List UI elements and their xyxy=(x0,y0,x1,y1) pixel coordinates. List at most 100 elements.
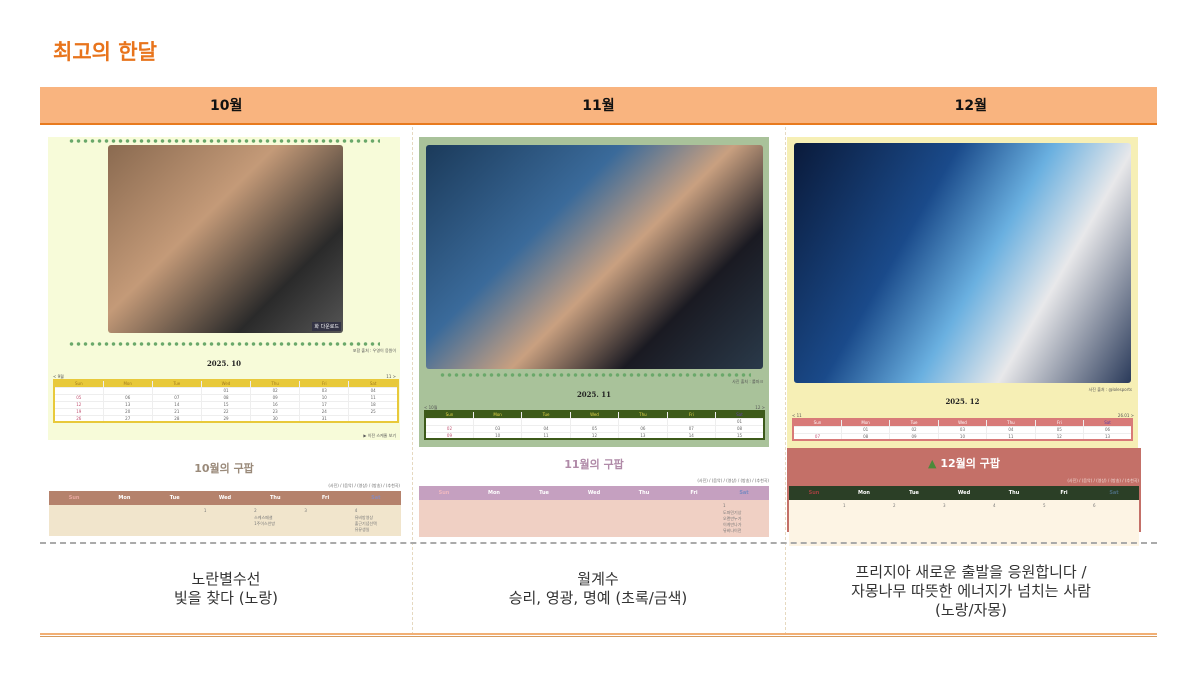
calendar-day[interactable]: 05 xyxy=(53,393,104,402)
calendar-day[interactable]: 04 xyxy=(348,386,399,395)
calendar-day[interactable]: 11 xyxy=(521,431,571,440)
calendar-day[interactable]: 04 xyxy=(521,424,571,433)
calendar-day[interactable]: 01 xyxy=(840,425,891,434)
calendar-day[interactable] xyxy=(618,417,668,426)
calendar-day[interactable]: 07 xyxy=(151,393,202,402)
schedule-day[interactable]: 2 스케스페셜 1주이스안방 xyxy=(250,505,301,536)
calendar-day[interactable]: 31 xyxy=(299,414,350,423)
prev-month-link[interactable]: < 10월 xyxy=(424,405,438,410)
calendar-day[interactable]: 07 xyxy=(666,424,717,433)
calendar-day[interactable] xyxy=(424,417,474,426)
calendar-day[interactable]: 14 xyxy=(666,431,717,440)
calendar-day[interactable] xyxy=(521,417,571,426)
schedule-day[interactable] xyxy=(149,505,200,536)
calendar-day[interactable] xyxy=(792,425,842,434)
calendar-day[interactable]: 10 xyxy=(299,393,350,402)
calendar-day[interactable]: 17 xyxy=(299,400,350,409)
more-schedule-link[interactable]: ▶ 이전 스케줄 보기 xyxy=(363,433,396,438)
calendar-day[interactable]: 24 xyxy=(299,407,350,416)
calendar-day[interactable]: 16 xyxy=(250,400,301,409)
calendar-day[interactable]: 01 xyxy=(715,417,765,426)
calendar-day[interactable]: 15 xyxy=(715,431,765,440)
schedule-day[interactable]: 1 xyxy=(839,500,889,546)
calendar-day[interactable]: 09 xyxy=(889,432,939,441)
calendar-day[interactable]: 12 xyxy=(53,400,104,409)
calendar-day[interactable]: 13 xyxy=(618,431,668,440)
calendar-day[interactable] xyxy=(472,417,523,426)
calendar-day[interactable]: 29 xyxy=(200,414,252,423)
calendar-day[interactable]: 19 xyxy=(53,407,104,416)
schedule-day[interactable]: 2 xyxy=(889,500,939,546)
calendar-day[interactable]: 03 xyxy=(472,424,523,433)
schedule-day[interactable] xyxy=(619,500,669,537)
calendar-day[interactable] xyxy=(348,414,399,423)
schedule-day[interactable] xyxy=(669,500,719,537)
schedule-day[interactable]: 6 xyxy=(1089,500,1139,546)
schedule-day[interactable] xyxy=(49,505,100,536)
schedule-day[interactable]: 1 도파민기상 오랜만누가 이게만나가 뮤비나이전 xyxy=(719,500,769,537)
calendar-day[interactable] xyxy=(151,386,202,395)
calendar-day[interactable]: 12 xyxy=(1034,432,1085,441)
calendar-day[interactable]: 02 xyxy=(889,425,939,434)
schedule-day[interactable] xyxy=(419,500,469,537)
calendar-day[interactable]: 21 xyxy=(151,407,202,416)
schedule-day[interactable] xyxy=(569,500,619,537)
calendar-day[interactable]: 09 xyxy=(424,431,474,440)
calendar-day[interactable]: 23 xyxy=(250,407,301,416)
calendar-day[interactable]: 03 xyxy=(937,425,988,434)
calendar-day[interactable]: 13 xyxy=(1083,432,1133,441)
calendar-day[interactable]: 08 xyxy=(200,393,252,402)
calendar-day[interactable]: 05 xyxy=(569,424,620,433)
schedule-day[interactable] xyxy=(99,505,150,536)
calendar-day[interactable]: 05 xyxy=(1034,425,1085,434)
calendar-day[interactable]: 30 xyxy=(250,414,301,423)
schedule-day[interactable]: 4 xyxy=(989,500,1039,546)
prev-month-link[interactable]: < 11 xyxy=(792,413,802,418)
schedule-day[interactable]: 1 xyxy=(199,505,251,536)
calendar-day[interactable]: 12 xyxy=(569,431,620,440)
calendar-day[interactable]: 06 xyxy=(618,424,668,433)
calendar-day[interactable]: 04 xyxy=(986,425,1036,434)
october-calendar-panel: 화 다운로드 포함 출처 : 우영이 응원이 2025. 10 < 9월 11 … xyxy=(48,137,400,440)
calendar-day[interactable]: 11 xyxy=(986,432,1036,441)
calendar-day[interactable]: 13 xyxy=(102,400,153,409)
calendar-day[interactable]: 26 xyxy=(53,414,104,423)
calendar-day[interactable]: 25 xyxy=(348,407,399,416)
prev-month-link[interactable]: < 9월 xyxy=(53,374,64,379)
weekday-header: Tue xyxy=(889,418,939,427)
next-month-link[interactable]: 11 > xyxy=(386,374,396,379)
schedule-day[interactable]: 4 뮤비방영상 출근기념선택 뮤뮤생일 xyxy=(350,505,401,536)
calendar-day[interactable] xyxy=(666,417,717,426)
schedule-day[interactable]: 3 xyxy=(300,505,351,536)
calendar-day[interactable] xyxy=(569,417,620,426)
calendar-day[interactable]: 20 xyxy=(102,407,153,416)
calendar-day[interactable]: 02 xyxy=(250,386,301,395)
next-month-link[interactable]: 12 > xyxy=(755,405,765,410)
calendar-day[interactable]: 08 xyxy=(840,432,891,441)
schedule-day[interactable]: 5 xyxy=(1039,500,1089,546)
calendar-day[interactable]: 18 xyxy=(348,400,399,409)
calendar-day[interactable]: 02 xyxy=(424,424,474,433)
calendar-day[interactable] xyxy=(102,386,153,395)
calendar-day[interactable]: 10 xyxy=(937,432,988,441)
calendar-day[interactable]: 11 xyxy=(348,393,399,402)
calendar-day[interactable]: 14 xyxy=(151,400,202,409)
calendar-day[interactable]: 07 xyxy=(792,432,842,441)
calendar-day[interactable]: 09 xyxy=(250,393,301,402)
next-month-link[interactable]: 26.01 > xyxy=(1117,413,1134,418)
schedule-day[interactable] xyxy=(519,500,569,537)
calendar-day[interactable]: 08 xyxy=(715,424,765,433)
calendar-day[interactable] xyxy=(53,386,104,395)
calendar-day[interactable]: 01 xyxy=(200,386,252,395)
schedule-day[interactable] xyxy=(469,500,519,537)
calendar-day[interactable]: 28 xyxy=(151,414,202,423)
calendar-day[interactable]: 10 xyxy=(472,431,523,440)
calendar-day[interactable]: 06 xyxy=(102,393,153,402)
calendar-day[interactable]: 27 xyxy=(102,414,153,423)
calendar-day[interactable]: 03 xyxy=(299,386,350,395)
schedule-day[interactable]: 3 xyxy=(939,500,989,546)
calendar-day[interactable]: 22 xyxy=(200,407,252,416)
calendar-day[interactable]: 06 xyxy=(1083,425,1133,434)
calendar-day[interactable]: 15 xyxy=(200,400,252,409)
schedule-day[interactable] xyxy=(789,500,839,546)
